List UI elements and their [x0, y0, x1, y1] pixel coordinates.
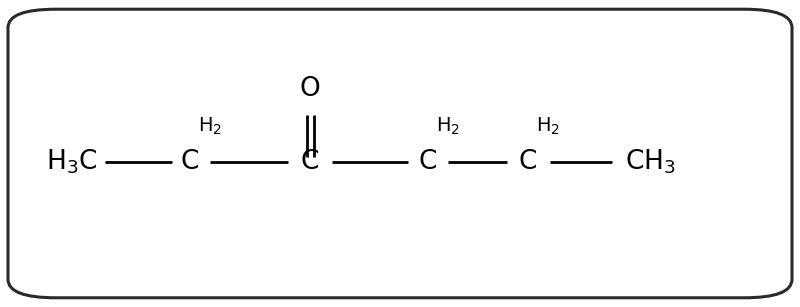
Text: $\mathdefault{H_2}$: $\mathdefault{H_2}$	[436, 116, 460, 137]
Text: C: C	[519, 149, 537, 175]
Text: C: C	[419, 149, 437, 175]
Text: $\mathdefault{H_2}$: $\mathdefault{H_2}$	[536, 116, 560, 137]
Text: C: C	[301, 149, 319, 175]
Text: C: C	[181, 149, 199, 175]
Text: $\mathdefault{H_3C}$: $\mathdefault{H_3C}$	[46, 148, 98, 176]
Text: $\mathdefault{H_2}$: $\mathdefault{H_2}$	[198, 116, 222, 137]
Text: O: O	[300, 76, 320, 102]
Text: $\mathdefault{CH_3}$: $\mathdefault{CH_3}$	[625, 148, 675, 176]
FancyBboxPatch shape	[8, 9, 792, 298]
